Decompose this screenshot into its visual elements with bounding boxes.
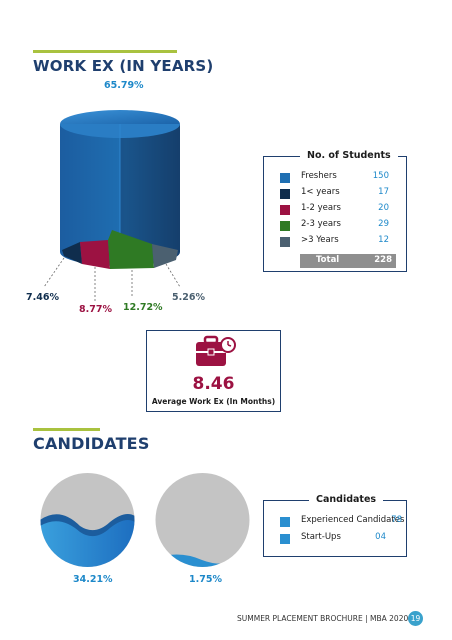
pct-2to3: 12.72% xyxy=(123,302,163,313)
legend-value-less1: 17 xyxy=(378,187,389,197)
legend-swatch-2to3 xyxy=(280,221,290,231)
experienced-gauge xyxy=(40,473,135,567)
workex-cylinder-chart xyxy=(43,110,181,302)
legend-swatch-less1 xyxy=(280,189,290,199)
pct-experienced: 34.21% xyxy=(73,574,113,585)
legend-label-2to3: 2-3 years xyxy=(301,219,341,229)
legend-label-gt3: >3 Years xyxy=(301,235,339,245)
legend-swatch-freshers xyxy=(280,173,290,183)
candidates-legend: Candidates Experienced Candidates 78 Sta… xyxy=(263,494,407,557)
slice-less1 xyxy=(62,242,82,264)
pct-gt3: 5.26% xyxy=(172,292,205,303)
pct-1to2: 8.77% xyxy=(79,304,112,315)
legend-label-experienced: Experienced Candidates xyxy=(301,515,405,525)
slice-2to3 xyxy=(108,230,154,269)
legend-total-bar: Total 228 xyxy=(300,254,396,268)
slice-gt3 xyxy=(152,244,178,268)
avg-workex-label: Average Work Ex (In Months) xyxy=(151,397,276,406)
legend-total-label: Total xyxy=(316,255,340,265)
legend-value-2to3: 29 xyxy=(378,219,389,229)
avg-workex-value: 8.46 xyxy=(192,374,235,394)
legend-value-startups: 04 xyxy=(375,532,386,542)
slice-freshers-cut xyxy=(120,124,180,252)
legend-label-1to2: 1-2 years xyxy=(301,203,341,213)
candidates-title: CANDIDATES xyxy=(33,434,150,453)
section-accent-rule xyxy=(33,50,177,53)
slice-freshers-top xyxy=(60,110,180,124)
legend-swatch-gt3 xyxy=(280,237,290,247)
candidates-accent-rule xyxy=(33,428,100,431)
students-legend: No. of Students Freshers 150 1< years 17… xyxy=(263,150,407,272)
pct-less1: 7.46% xyxy=(26,292,59,303)
legend-swatch-1to2 xyxy=(280,205,290,215)
legend-label-freshers: Freshers xyxy=(301,171,337,181)
legend-label-less1: 1< years xyxy=(301,187,340,197)
legend-value-1to2: 20 xyxy=(378,203,389,213)
page-number-badge: 19 xyxy=(408,611,423,626)
pct-freshers: 65.79% xyxy=(104,80,144,91)
slice-1to2 xyxy=(80,240,110,269)
legend-value-gt3: 12 xyxy=(378,235,389,245)
avg-workex-card: 8.46 Average Work Ex (In Months) xyxy=(146,330,281,412)
footer-text: SUMMER PLACEMENT BROCHURE | MBA 2020-22 xyxy=(237,614,421,623)
legend-swatch-startups xyxy=(280,534,290,544)
workex-title: WORK EX (IN YEARS) xyxy=(33,57,214,75)
startups-gauge xyxy=(155,473,250,567)
legend-label-startups: Start-Ups xyxy=(301,532,341,542)
candidates-legend-title: Candidates xyxy=(309,494,384,505)
students-legend-title: No. of Students xyxy=(300,150,398,161)
briefcase-clock-icon xyxy=(196,335,236,366)
legend-value-freshers: 150 xyxy=(372,171,389,181)
experienced-fill xyxy=(40,518,135,567)
pct-startups: 1.75% xyxy=(189,574,222,585)
legend-value-experienced: 78 xyxy=(391,515,402,525)
legend-swatch-experienced xyxy=(280,517,290,527)
legend-total-value: 228 xyxy=(374,255,392,265)
